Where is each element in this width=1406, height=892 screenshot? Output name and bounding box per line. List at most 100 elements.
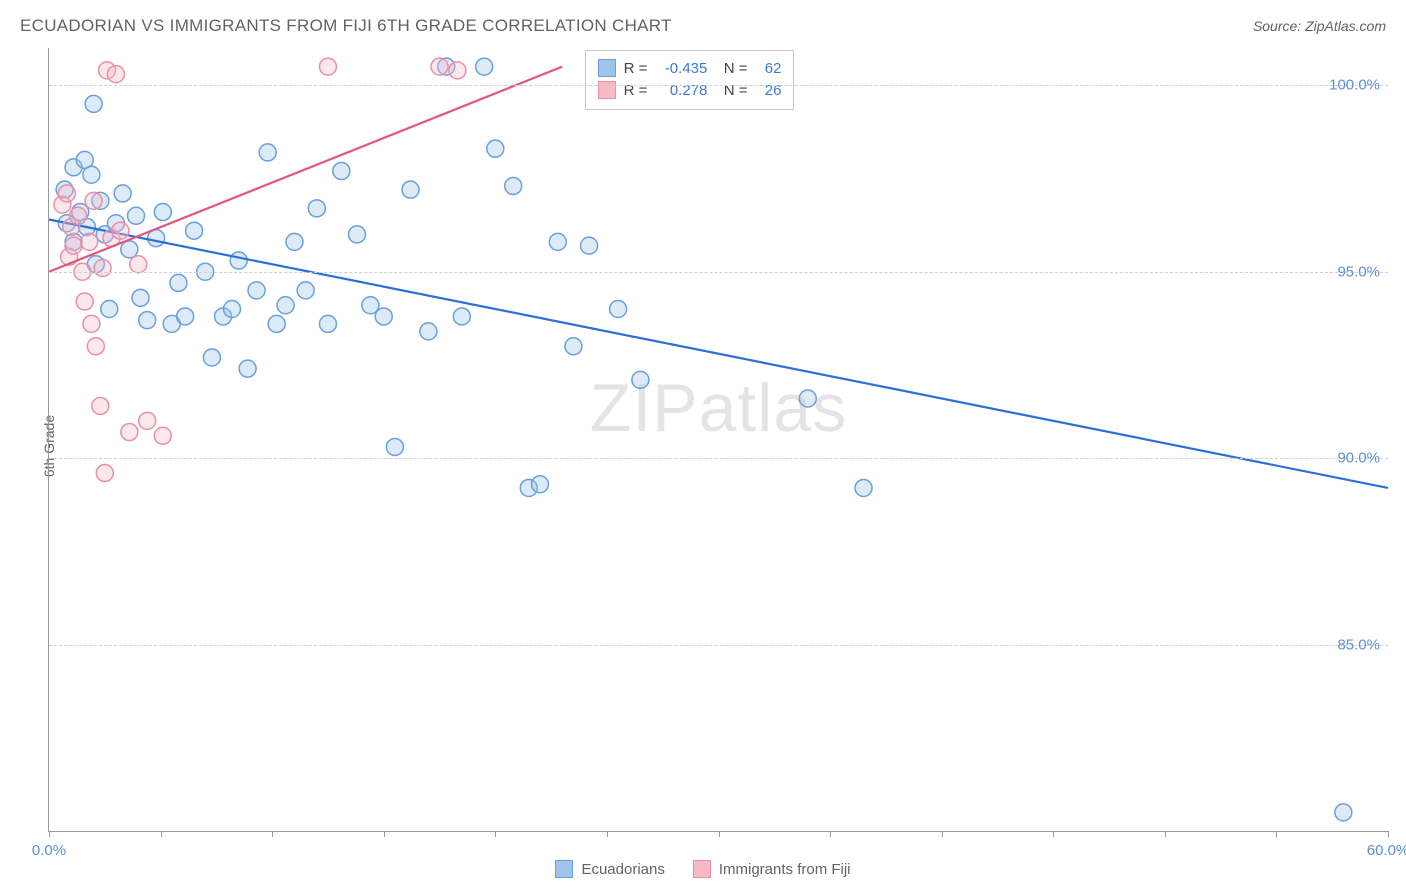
x-tick: [607, 831, 608, 837]
data-point: [431, 58, 448, 75]
data-point: [420, 323, 437, 340]
data-point: [65, 237, 82, 254]
stats-n-value: 62: [755, 60, 781, 77]
source-label: Source: ZipAtlas.com: [1253, 18, 1386, 34]
data-point: [277, 297, 294, 314]
legend-label: Ecuadorians: [581, 861, 664, 878]
stats-row: R = 0.278 N = 26: [598, 79, 782, 101]
x-tick: [830, 831, 831, 837]
gridline: [49, 85, 1388, 86]
data-point: [203, 349, 220, 366]
data-point: [121, 424, 138, 441]
legend-label: Immigrants from Fiji: [719, 861, 851, 878]
gridline: [49, 458, 1388, 459]
data-point: [139, 312, 156, 329]
data-point: [114, 185, 131, 202]
data-point: [402, 181, 419, 198]
data-point: [139, 412, 156, 429]
data-point: [259, 144, 276, 161]
data-point: [76, 293, 93, 310]
x-tick: [161, 831, 162, 837]
data-point: [230, 252, 247, 269]
data-point: [154, 427, 171, 444]
legend-swatch: [555, 860, 573, 878]
series-swatch: [598, 81, 616, 99]
stats-r-label: R =: [624, 60, 648, 77]
stats-r-value: 0.278: [655, 82, 707, 99]
gridline: [49, 272, 1388, 273]
x-tick: [495, 831, 496, 837]
data-point: [107, 66, 124, 83]
data-point: [85, 95, 102, 112]
data-point: [308, 200, 325, 217]
data-point: [81, 233, 98, 250]
stats-row: R = -0.435 N = 62: [598, 57, 782, 79]
stats-n-value: 26: [755, 82, 781, 99]
y-tick-label: 90.0%: [1337, 450, 1380, 467]
data-point: [58, 185, 75, 202]
data-point: [92, 397, 109, 414]
data-point: [386, 438, 403, 455]
x-tick: [49, 831, 50, 837]
data-point: [177, 308, 194, 325]
trend-line: [49, 67, 562, 272]
data-point: [154, 204, 171, 221]
data-point: [581, 237, 598, 254]
chart-title: ECUADORIAN VS IMMIGRANTS FROM FIJI 6TH G…: [20, 16, 672, 36]
stats-n-label: N =: [715, 60, 747, 77]
stats-n-label: N =: [715, 82, 747, 99]
data-point: [170, 274, 187, 291]
data-point: [101, 301, 118, 318]
data-point: [610, 301, 627, 318]
legend-item: Ecuadorians: [555, 860, 664, 878]
data-point: [83, 315, 100, 332]
data-point: [855, 479, 872, 496]
data-point: [297, 282, 314, 299]
data-point: [799, 390, 816, 407]
data-point: [375, 308, 392, 325]
x-tick: [272, 831, 273, 837]
data-point: [94, 259, 111, 276]
data-point: [83, 166, 100, 183]
data-point: [268, 315, 285, 332]
data-point: [333, 163, 350, 180]
data-point: [112, 222, 129, 239]
data-point: [70, 207, 87, 224]
data-point: [505, 177, 522, 194]
data-point: [453, 308, 470, 325]
data-point: [476, 58, 493, 75]
data-point: [531, 476, 548, 493]
data-point: [1335, 804, 1352, 821]
data-point: [239, 360, 256, 377]
y-tick-label: 95.0%: [1337, 263, 1380, 280]
trend-line: [49, 220, 1388, 488]
data-point: [348, 226, 365, 243]
data-point: [85, 192, 102, 209]
data-point: [549, 233, 566, 250]
chart-plot-area: ZIPatlas R = -0.435 N = 62R = 0.278 N = …: [48, 48, 1388, 832]
data-point: [121, 241, 138, 258]
data-point: [565, 338, 582, 355]
x-tick-label: 60.0%: [1367, 842, 1406, 859]
x-tick: [1053, 831, 1054, 837]
data-point: [186, 222, 203, 239]
series-swatch: [598, 59, 616, 77]
data-point: [87, 338, 104, 355]
data-point: [449, 62, 466, 79]
scatter-svg: [49, 48, 1388, 831]
gridline: [49, 645, 1388, 646]
stats-r-label: R =: [624, 82, 648, 99]
data-point: [286, 233, 303, 250]
data-point: [223, 301, 240, 318]
data-point: [487, 140, 504, 157]
data-point: [319, 58, 336, 75]
stats-r-value: -0.435: [655, 60, 707, 77]
correlation-stats-box: R = -0.435 N = 62R = 0.278 N = 26: [585, 50, 795, 110]
data-point: [319, 315, 336, 332]
x-tick: [719, 831, 720, 837]
data-point: [128, 207, 145, 224]
data-point: [130, 256, 147, 273]
data-point: [96, 465, 113, 482]
x-tick: [1388, 831, 1389, 837]
data-point: [248, 282, 265, 299]
